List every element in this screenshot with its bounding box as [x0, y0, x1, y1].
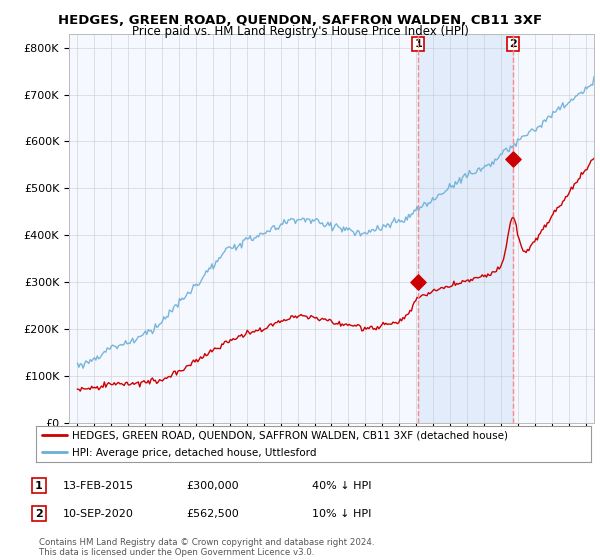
- Text: 2: 2: [509, 39, 517, 49]
- Point: [508, 155, 518, 164]
- Text: £562,500: £562,500: [186, 508, 239, 519]
- Text: HPI: Average price, detached house, Uttlesford: HPI: Average price, detached house, Uttl…: [72, 447, 317, 458]
- Text: 10-SEP-2020: 10-SEP-2020: [63, 508, 134, 519]
- Text: 1: 1: [415, 39, 422, 49]
- Text: HEDGES, GREEN ROAD, QUENDON, SAFFRON WALDEN, CB11 3XF (detached house): HEDGES, GREEN ROAD, QUENDON, SAFFRON WAL…: [72, 431, 508, 441]
- Text: 1: 1: [35, 480, 43, 491]
- Text: 2: 2: [35, 508, 43, 519]
- Text: 13-FEB-2015: 13-FEB-2015: [63, 480, 134, 491]
- Text: 40% ↓ HPI: 40% ↓ HPI: [312, 480, 371, 491]
- Text: Contains HM Land Registry data © Crown copyright and database right 2024.
This d: Contains HM Land Registry data © Crown c…: [39, 538, 374, 557]
- Text: 10% ↓ HPI: 10% ↓ HPI: [312, 508, 371, 519]
- Text: £300,000: £300,000: [186, 480, 239, 491]
- Text: Price paid vs. HM Land Registry's House Price Index (HPI): Price paid vs. HM Land Registry's House …: [131, 25, 469, 38]
- Point: [413, 278, 423, 287]
- Bar: [418, 34, 513, 423]
- Text: HEDGES, GREEN ROAD, QUENDON, SAFFRON WALDEN, CB11 3XF: HEDGES, GREEN ROAD, QUENDON, SAFFRON WAL…: [58, 14, 542, 27]
